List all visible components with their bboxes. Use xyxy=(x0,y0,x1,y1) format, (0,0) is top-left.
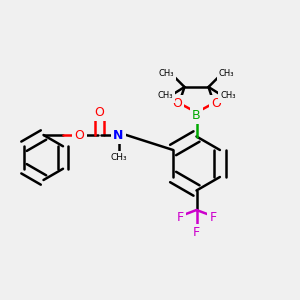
Text: F: F xyxy=(193,226,200,239)
Text: F: F xyxy=(176,211,184,224)
Text: O: O xyxy=(172,97,182,110)
Text: N: N xyxy=(113,128,124,142)
Text: O: O xyxy=(94,106,104,119)
Text: CH₃: CH₃ xyxy=(110,153,127,162)
Text: O: O xyxy=(75,128,84,142)
Text: B: B xyxy=(192,109,201,122)
Text: F: F xyxy=(209,211,217,224)
Text: CH₃: CH₃ xyxy=(157,92,173,100)
Text: CH₃: CH₃ xyxy=(219,69,234,78)
Text: O: O xyxy=(211,97,221,110)
Text: CH₃: CH₃ xyxy=(220,92,236,100)
Text: CH₃: CH₃ xyxy=(159,69,174,78)
